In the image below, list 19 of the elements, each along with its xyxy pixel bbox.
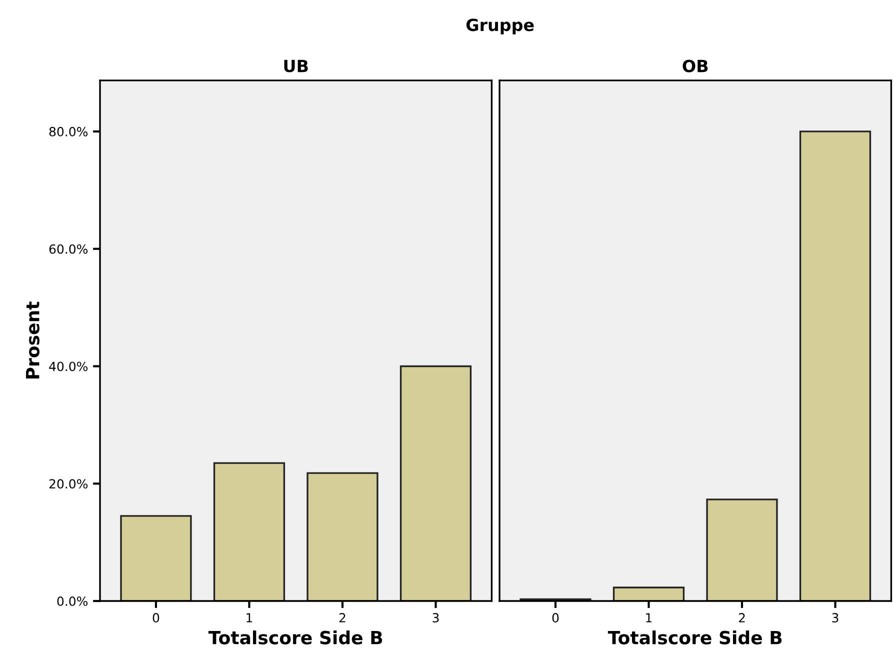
x-tick-label: 3 (432, 613, 439, 622)
text: Gruppe (466, 18, 534, 34)
y-tick-label: 60.0% (49, 244, 88, 254)
chart-title: OB (682, 60, 708, 72)
y-tick-label: 0.0% (57, 596, 88, 606)
y-axis-title: Prosent (26, 302, 40, 379)
y-tick-label: 40.0% (49, 362, 88, 372)
x-tick-label: 3 (832, 613, 838, 622)
x-tick-label: 2 (339, 613, 346, 622)
y-tick-label: 20.0% (49, 479, 88, 489)
x-tick-label: 1 (646, 613, 652, 622)
chart-title: UB (284, 60, 308, 72)
x-axis-title: Totalscore Side B (208, 630, 382, 644)
x-tick-label: 0 (152, 613, 160, 622)
x-tick-label: 2 (738, 613, 745, 622)
x-axis-title: Totalscore Side B (608, 630, 782, 644)
x-tick-label: 0 (552, 613, 559, 622)
y-tick-label: 80.0% (49, 126, 88, 136)
x-tick-label: 1 (246, 613, 252, 622)
